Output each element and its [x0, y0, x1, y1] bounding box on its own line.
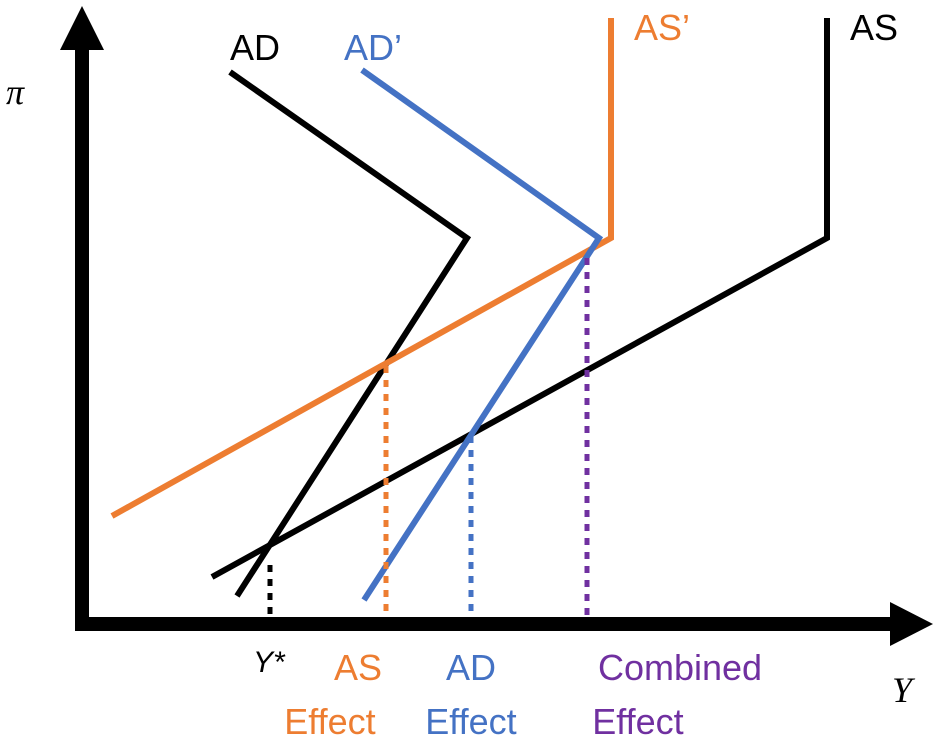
as-label: AS — [850, 7, 898, 48]
y-axis-arrowhead — [60, 6, 104, 50]
ad-effect-label-line1: AD — [446, 647, 496, 688]
as-curve — [210, 18, 830, 580]
as-shifted-label: AS’ — [634, 7, 690, 48]
ad-shifted-label: AD’ — [344, 27, 402, 68]
x-axis-label: Y — [892, 670, 916, 710]
axes — [60, 6, 933, 646]
drop-lines — [267, 258, 590, 617]
ad-curve — [228, 69, 472, 598]
ad-effect-label: AD Effect — [425, 647, 516, 740]
as-effect-label-line1: AS — [334, 647, 382, 688]
x-axis-arrowhead — [890, 602, 933, 646]
equilibrium-output-label: Y* — [253, 646, 286, 679]
ad-label: AD — [230, 27, 280, 68]
as-shifted-curve — [110, 18, 614, 519]
as-effect-label: AS Effect — [284, 647, 382, 740]
as-effect-label-line2: Effect — [284, 701, 375, 740]
ad-effect-label-line2: Effect — [425, 701, 516, 740]
combined-effect-label-line2: Effect — [592, 701, 683, 740]
combined-effect-label: Combined Effect — [592, 647, 762, 740]
combined-effect-label-line1: Combined — [598, 647, 762, 688]
ad-shifted-curve — [360, 67, 604, 602]
y-axis-label: π — [6, 72, 25, 112]
